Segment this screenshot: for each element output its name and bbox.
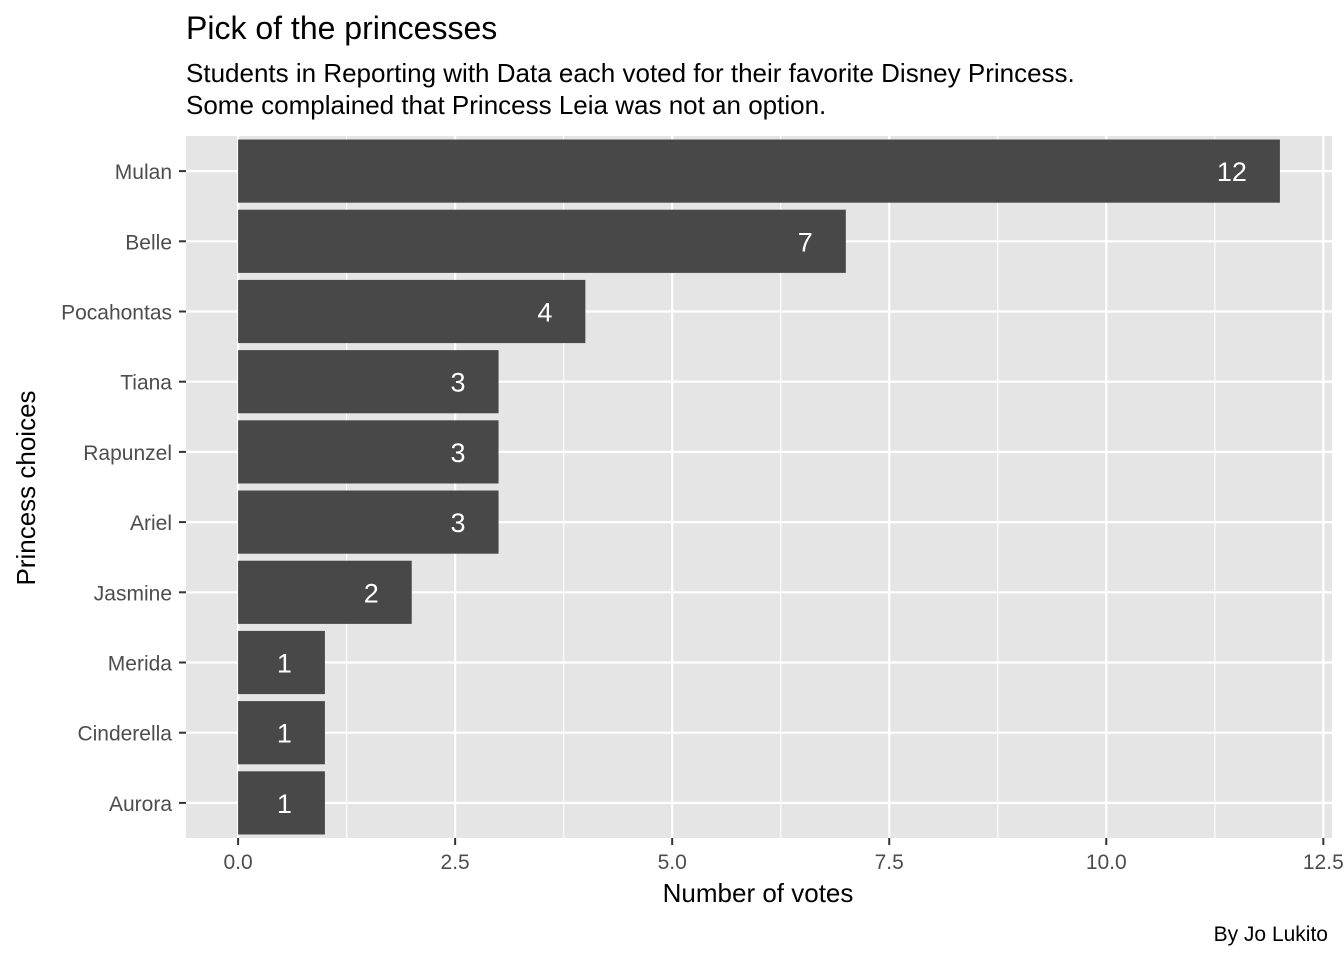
bar-value-label: 1	[277, 719, 292, 749]
y-tick-label: Mulan	[115, 161, 172, 184]
bars	[238, 139, 1280, 835]
chart-subtitle-line-1: Students in Reporting with Data each vot…	[186, 58, 1075, 88]
bar-value-label: 1	[277, 649, 292, 679]
bar	[238, 350, 499, 414]
x-tick-label: 12.5	[1303, 851, 1344, 874]
x-tick-label: 5.0	[658, 851, 687, 874]
y-axis: Mulan Belle Pocahontas Tiana Rapunzel Ariel Ja…	[61, 161, 186, 816]
x-tick-label: 2.5	[441, 851, 470, 874]
x-tick-label: 10.0	[1086, 851, 1127, 874]
bar	[238, 771, 325, 835]
y-tick-label: Jasmine	[94, 582, 172, 605]
bar-value-label: 3	[451, 438, 466, 468]
x-tick-label: 0.0	[223, 851, 252, 874]
bar-value-label: 7	[798, 227, 813, 257]
chart-caption: By Jo Lukito	[1214, 923, 1328, 946]
bar-value-label: 12	[1217, 157, 1247, 187]
bar-value-label: 4	[537, 298, 552, 328]
x-axis-title: Number of votes	[663, 878, 854, 908]
bar	[238, 630, 325, 695]
bar-value-label: 3	[451, 508, 466, 538]
bar	[238, 209, 846, 273]
bar-value-label: 1	[277, 789, 292, 819]
y-tick-label: Merida	[108, 653, 173, 676]
bar	[238, 139, 1280, 203]
y-tick-label: Tiana	[120, 372, 172, 395]
y-axis-title: Princess choices	[11, 390, 41, 585]
y-tick-label: Ariel	[130, 512, 172, 535]
chart-title: Pick of the princesses	[186, 10, 497, 46]
x-tick-label: 7.5	[875, 851, 904, 874]
chart-subtitle-line-2: Some complained that Princess Leia was n…	[186, 90, 826, 120]
bar-value-label: 3	[451, 368, 466, 398]
bar-value-labels: 12 7 4 3 3 3 2 1 1 1	[277, 157, 1247, 819]
bar	[238, 701, 325, 765]
y-tick-label: Belle	[125, 231, 172, 254]
bar	[238, 279, 586, 344]
y-tick-label: Pocahontas	[61, 302, 172, 325]
bar	[238, 490, 499, 554]
y-tick-label: Rapunzel	[83, 442, 172, 465]
bar	[238, 560, 412, 624]
bar	[238, 420, 499, 484]
y-tick-label: Cinderella	[77, 723, 172, 746]
y-tick-label: Aurora	[109, 793, 172, 816]
bar-value-label: 2	[364, 578, 379, 608]
x-axis: 0.0 2.5 5.0 7.5 10.0 12.5	[223, 838, 1344, 874]
